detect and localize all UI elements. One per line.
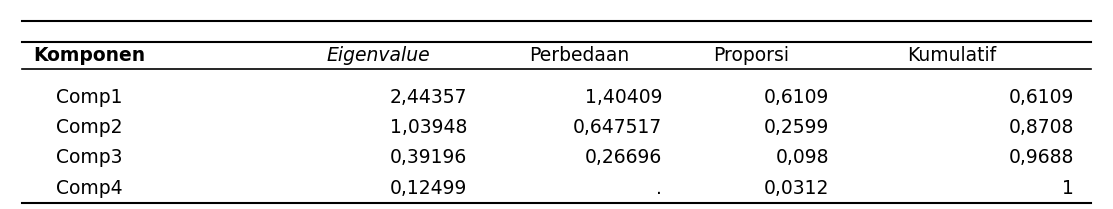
Text: Comp3: Comp3 xyxy=(56,148,122,167)
Text: 0,0312: 0,0312 xyxy=(764,179,829,198)
Text: .: . xyxy=(657,179,662,198)
Text: 0,26696: 0,26696 xyxy=(585,148,662,167)
Text: 0,39196: 0,39196 xyxy=(391,148,467,167)
Text: Comp4: Comp4 xyxy=(56,179,122,198)
Text: 0,647517: 0,647517 xyxy=(573,118,662,137)
Text: Proporsi: Proporsi xyxy=(713,46,789,65)
Text: Comp2: Comp2 xyxy=(56,118,122,137)
Text: 0,6109: 0,6109 xyxy=(1008,88,1074,107)
Text: Comp1: Comp1 xyxy=(56,88,122,107)
Text: 1,40409: 1,40409 xyxy=(584,88,662,107)
Text: 1,03948: 1,03948 xyxy=(390,118,467,137)
Text: 0,12499: 0,12499 xyxy=(390,179,467,198)
Text: Perbedaan: Perbedaan xyxy=(529,46,629,65)
Text: 0,098: 0,098 xyxy=(776,148,829,167)
Text: Kumulatif: Kumulatif xyxy=(907,46,996,65)
Text: Eigenvalue: Eigenvalue xyxy=(326,46,431,65)
Text: 0,6109: 0,6109 xyxy=(764,88,829,107)
Text: Komponen: Komponen xyxy=(33,46,145,65)
Text: 2,44357: 2,44357 xyxy=(390,88,467,107)
Text: 0,9688: 0,9688 xyxy=(1008,148,1074,167)
Text: 0,8708: 0,8708 xyxy=(1008,118,1074,137)
Text: 0,2599: 0,2599 xyxy=(764,118,829,137)
Text: 1: 1 xyxy=(1062,179,1074,198)
